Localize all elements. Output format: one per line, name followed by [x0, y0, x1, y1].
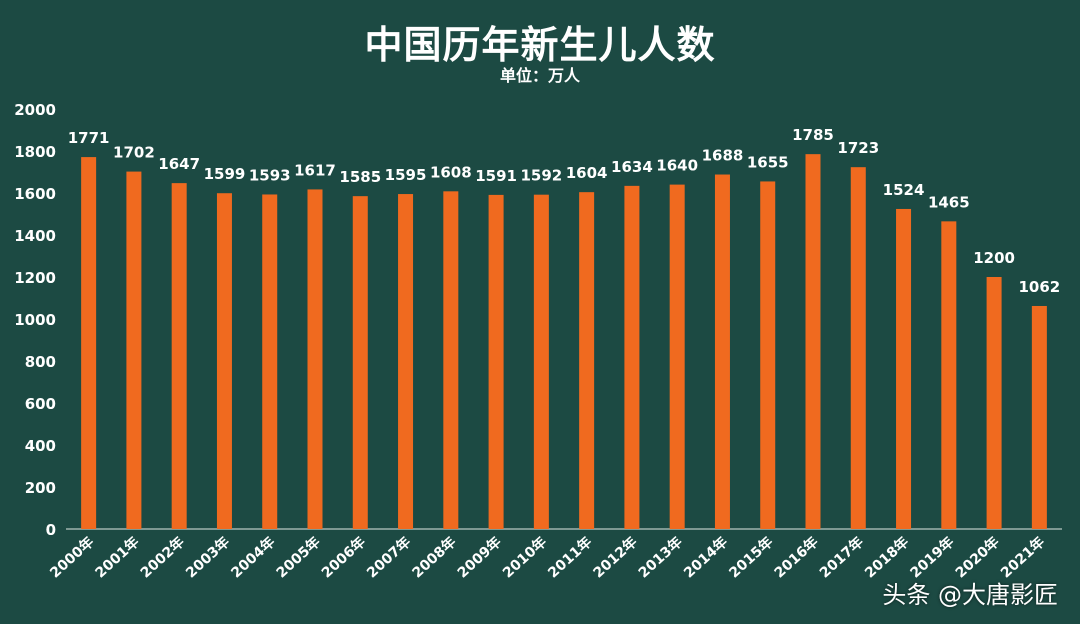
data-label: 1062	[1018, 278, 1060, 296]
x-tick-label: 2010年	[499, 533, 550, 581]
x-tick-label: 2007年	[363, 533, 414, 581]
data-label: 1688	[702, 147, 744, 165]
data-label: 1771	[68, 129, 110, 147]
bar	[307, 189, 323, 529]
bar	[488, 194, 504, 529]
x-tick-label: 2001年	[92, 533, 143, 581]
y-tick-label: 2000	[14, 101, 56, 119]
data-label: 1617	[294, 161, 336, 179]
data-label: 1640	[656, 157, 698, 175]
bar	[624, 185, 640, 530]
data-label: 1585	[339, 168, 381, 186]
bar	[126, 171, 142, 529]
x-tick-label: 2005年	[273, 533, 324, 581]
x-tick-label: 2014年	[680, 533, 731, 581]
y-tick-label: 400	[25, 437, 56, 455]
chart-subtitle: 单位：万人	[499, 66, 580, 85]
x-tick-label: 2016年	[771, 533, 822, 581]
x-tick-label: 2013年	[635, 533, 686, 581]
x-tick-label: 2017年	[816, 533, 867, 581]
x-tick-label: 2004年	[228, 533, 279, 581]
y-tick-label: 600	[25, 395, 56, 413]
data-label: 1702	[113, 144, 155, 162]
data-label: 1592	[520, 167, 562, 185]
bar	[896, 208, 912, 529]
data-label: 1593	[249, 166, 291, 184]
bar	[986, 277, 1002, 529]
data-label: 1604	[566, 164, 608, 182]
data-label: 1599	[204, 165, 246, 183]
watermark: 头条 @大唐影匠	[882, 581, 1058, 609]
data-label: 1655	[747, 153, 789, 171]
bar	[669, 184, 685, 529]
x-tick-label: 2012年	[590, 533, 641, 581]
bar	[443, 191, 459, 529]
bar	[850, 167, 866, 530]
y-tick-label: 1000	[14, 311, 56, 329]
x-tick-label: 2015年	[726, 533, 777, 581]
y-tick-label: 1800	[14, 143, 56, 161]
x-tick-label: 2011年	[545, 533, 596, 581]
x-tick-label: 2003年	[182, 533, 233, 581]
bar	[1031, 305, 1047, 529]
y-tick-label: 1400	[14, 227, 56, 245]
y-tick-label: 1600	[14, 185, 56, 203]
x-tick-label: 2009年	[454, 533, 505, 581]
data-label: 1200	[973, 249, 1015, 267]
bar	[714, 174, 730, 529]
x-tick-label: 2002年	[137, 533, 188, 581]
x-tick-label: 2008年	[409, 533, 460, 581]
bar	[805, 154, 821, 529]
bar	[81, 157, 97, 529]
bar	[533, 194, 549, 529]
bar	[262, 194, 278, 529]
bar	[171, 183, 187, 529]
bar	[352, 196, 368, 529]
y-tick-label: 800	[25, 353, 56, 371]
data-label: 1595	[385, 166, 427, 184]
y-tick-label: 0	[46, 521, 56, 539]
data-label: 1465	[928, 193, 970, 211]
x-tick-label: 2000年	[47, 533, 98, 581]
data-label: 1608	[430, 163, 472, 181]
data-label: 1524	[883, 181, 925, 199]
data-label: 1723	[837, 139, 879, 157]
y-tick-label: 200	[25, 479, 56, 497]
data-label: 1785	[792, 126, 834, 144]
data-label: 1647	[158, 155, 200, 173]
data-label: 1634	[611, 158, 653, 176]
bar	[216, 193, 232, 529]
data-label: 1591	[475, 167, 517, 185]
y-tick-label: 1200	[14, 269, 56, 287]
x-tick-label: 2006年	[318, 533, 369, 581]
chart-title: 中国历年新生儿人数	[364, 23, 716, 67]
bar	[941, 221, 957, 529]
bar	[760, 181, 776, 529]
bar	[398, 194, 414, 530]
bar	[579, 192, 595, 529]
